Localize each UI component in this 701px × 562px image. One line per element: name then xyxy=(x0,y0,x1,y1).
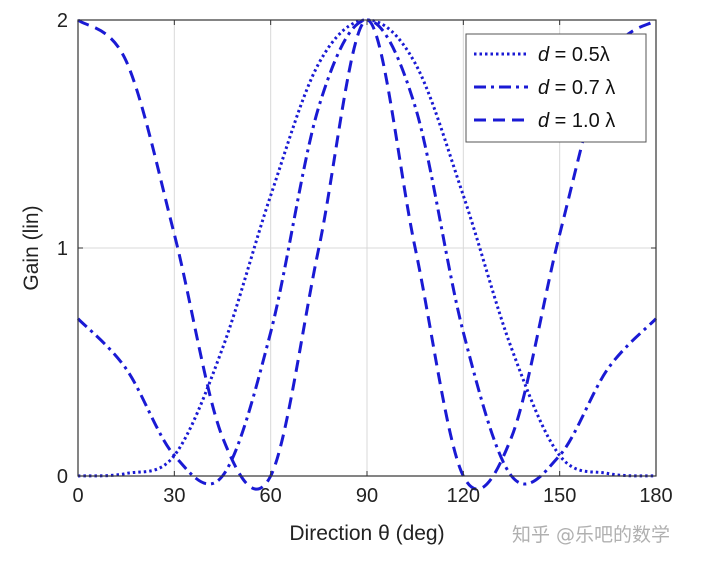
series-line xyxy=(76,18,658,486)
series-3 xyxy=(77,18,657,491)
series-2 xyxy=(76,18,658,486)
x-tick-label: 30 xyxy=(163,485,185,507)
x-tick-label: 60 xyxy=(260,485,282,507)
x-tick-label: 90 xyxy=(356,485,378,507)
legend-label: d = 0.7 λ xyxy=(538,77,615,99)
legend-label: d = 1.0 λ xyxy=(538,110,615,132)
series-line xyxy=(77,18,657,478)
x-axis-label: Direction θ (deg) xyxy=(289,522,444,545)
x-tick-label: 150 xyxy=(543,485,576,507)
x-tick-label: 120 xyxy=(447,485,480,507)
x-tick-label: 0 xyxy=(72,485,83,507)
y-tick-labels: 0 1 2 xyxy=(57,10,656,488)
legend-box xyxy=(465,33,647,143)
series-line xyxy=(77,18,657,491)
y-tick-label: 1 xyxy=(57,238,68,260)
x-tick-label: 180 xyxy=(639,485,672,507)
y-tick-label: 2 xyxy=(57,10,68,32)
y-tick-label: 0 xyxy=(57,466,68,488)
legend: d = 0.5λ d = 0.7 λ d = 1.0 λ xyxy=(465,33,647,143)
y-axis-label: Gain (lin) xyxy=(20,205,43,290)
x-tick-labels: 0 30 60 90 120 150 180 xyxy=(72,20,673,507)
legend-label: d = 0.5λ xyxy=(538,44,610,66)
series-group xyxy=(76,18,658,491)
series-1 xyxy=(77,18,657,478)
watermark-text: 知乎 @乐吧的数学 xyxy=(512,524,671,546)
